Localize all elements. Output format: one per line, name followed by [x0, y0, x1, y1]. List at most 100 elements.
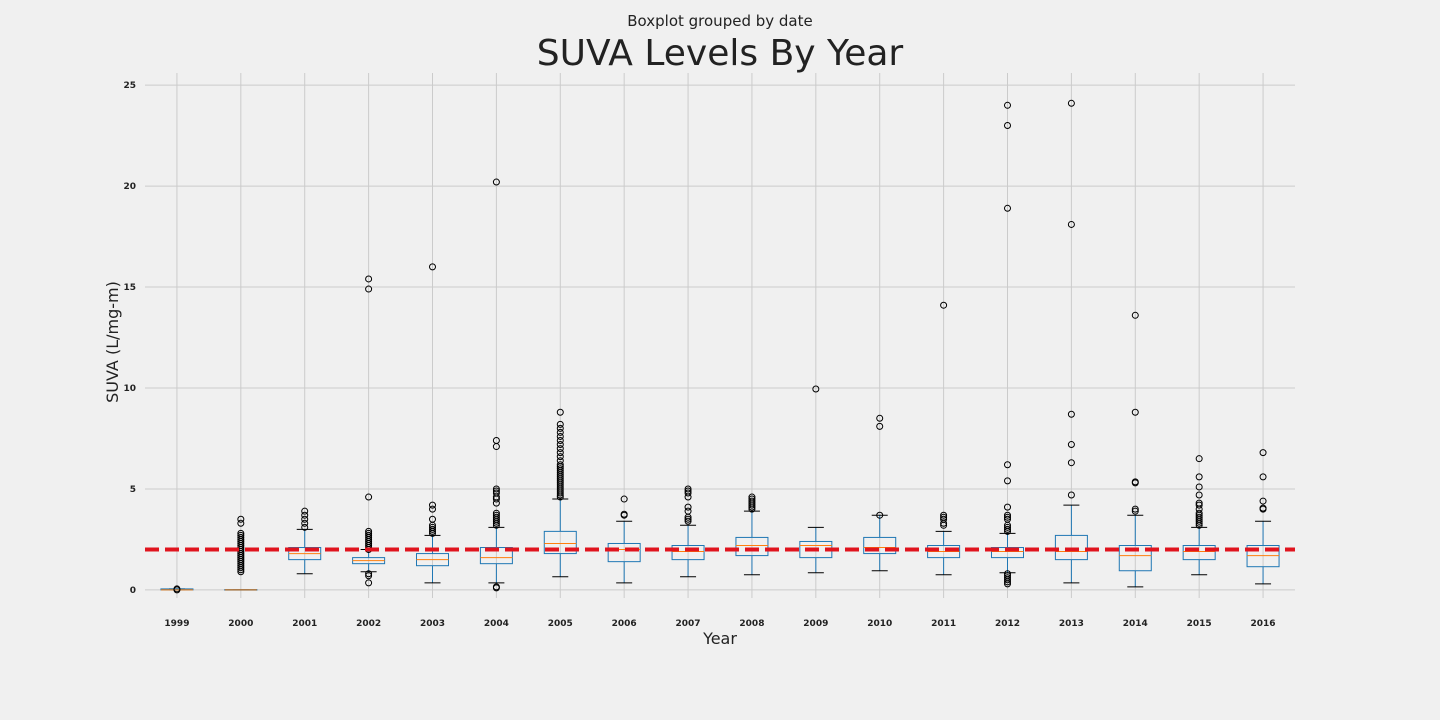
chart-suptitle: Boxplot grouped by date	[627, 12, 812, 30]
y-tick-label: 0	[130, 586, 136, 596]
outlier-point	[1004, 570, 1011, 578]
x-tick-label: 2000	[228, 619, 253, 629]
outlier-point	[940, 301, 948, 309]
outlier-point	[1004, 122, 1011, 129]
outlier-point	[492, 489, 500, 497]
box-group	[927, 301, 961, 576]
box-iqr	[1054, 534, 1088, 561]
outlier-point	[1067, 410, 1075, 418]
box-group	[1054, 99, 1088, 584]
outlier-point	[429, 501, 436, 509]
box-group	[416, 263, 449, 584]
box-iqr	[479, 547, 513, 565]
x-tick-label: 2016	[1251, 619, 1276, 629]
x-tick-label: 2008	[739, 619, 764, 629]
x-tick-label: 2003	[420, 619, 445, 629]
box-iqr	[543, 530, 577, 555]
x-tick-label: 1999	[164, 619, 189, 629]
outlier-point	[1004, 461, 1011, 469]
outlier-point	[492, 583, 500, 591]
outlier-point	[492, 513, 500, 521]
outlier-point	[429, 523, 436, 531]
outlier-point	[1195, 483, 1203, 491]
box-group	[224, 515, 258, 591]
outlier-point	[301, 515, 309, 523]
chart-title: SUVA Levels By Year	[537, 33, 904, 74]
outlier-point	[1004, 525, 1011, 533]
outlier-point	[556, 465, 564, 473]
x-tick-label: 2001	[292, 619, 317, 629]
outlier-point	[173, 585, 181, 593]
y-tick-label: 20	[123, 182, 136, 192]
box-group	[543, 408, 577, 578]
outlier-point	[556, 424, 564, 432]
outlier-point	[1004, 204, 1011, 212]
x-tick-label: 2011	[931, 619, 956, 629]
x-tick-label: 2009	[803, 619, 828, 629]
box-group	[479, 178, 513, 592]
outlier-point	[1131, 505, 1139, 513]
outlier-point	[492, 487, 500, 495]
outlier-point	[237, 529, 245, 537]
outlier-point	[684, 485, 692, 493]
x-tick-label: 2007	[676, 619, 701, 629]
x-tick-label: 2005	[548, 619, 573, 629]
outlier-point	[684, 489, 692, 497]
outlier-point	[237, 531, 245, 539]
x-axis-label: Year	[702, 629, 737, 648]
x-tick-label: 2015	[1187, 619, 1212, 629]
box-iqr	[1182, 545, 1216, 561]
outlier-point	[1131, 311, 1139, 319]
outlier-point	[365, 529, 373, 537]
box-iqr	[735, 536, 769, 557]
outlier-point	[812, 385, 820, 393]
outlier-point	[748, 497, 756, 505]
outlier-point	[1131, 408, 1139, 416]
outlier-point	[876, 414, 884, 422]
box-iqr	[1246, 545, 1280, 568]
outlier-point	[684, 515, 692, 523]
outlier-point	[1195, 509, 1203, 517]
box-group	[1118, 311, 1152, 588]
outlier-point	[1259, 449, 1267, 457]
box-group	[607, 495, 641, 584]
outlier-point	[1004, 477, 1011, 485]
outlier-point	[748, 493, 756, 501]
outlier-point	[365, 285, 373, 293]
x-tick-label: 2013	[1059, 619, 1084, 629]
outlier-point	[1195, 455, 1203, 463]
box-group	[863, 414, 897, 572]
tick-labels: 0 5 10 15 20 25 1999 2000 2001 2002 2003 2004 2005 20…	[123, 81, 1275, 629]
outlier-point	[492, 509, 500, 517]
outlier-point	[237, 533, 245, 541]
box-iqr	[1118, 545, 1152, 572]
outlier-point	[429, 515, 436, 523]
outlier-point	[365, 579, 373, 587]
outlier-point	[1131, 478, 1139, 486]
outlier-point	[492, 178, 500, 186]
outlier-point	[429, 525, 436, 533]
outlier-point	[556, 449, 564, 457]
outlier-point	[1067, 491, 1075, 499]
outlier-point	[748, 495, 756, 503]
x-tick-label: 2002	[356, 619, 381, 629]
outlier-point	[1195, 513, 1203, 521]
outlier-point	[1004, 513, 1011, 521]
outlier-point	[876, 422, 884, 430]
x-tick-label: 2004	[484, 619, 509, 629]
outlier-point	[1195, 501, 1203, 509]
outlier-point	[1195, 499, 1203, 507]
outlier-point	[365, 527, 373, 535]
outlier-point	[1259, 504, 1267, 512]
outlier-point	[492, 511, 500, 519]
x-tick-label: 2010	[867, 619, 892, 629]
outlier-point	[429, 263, 436, 271]
outlier-point	[1067, 459, 1075, 467]
outlier-point	[301, 523, 309, 531]
outlier-point	[1004, 574, 1011, 582]
outlier-point	[556, 408, 564, 416]
outlier-point	[1195, 473, 1203, 481]
outlier-point	[940, 511, 948, 519]
box-iqr	[607, 542, 641, 563]
